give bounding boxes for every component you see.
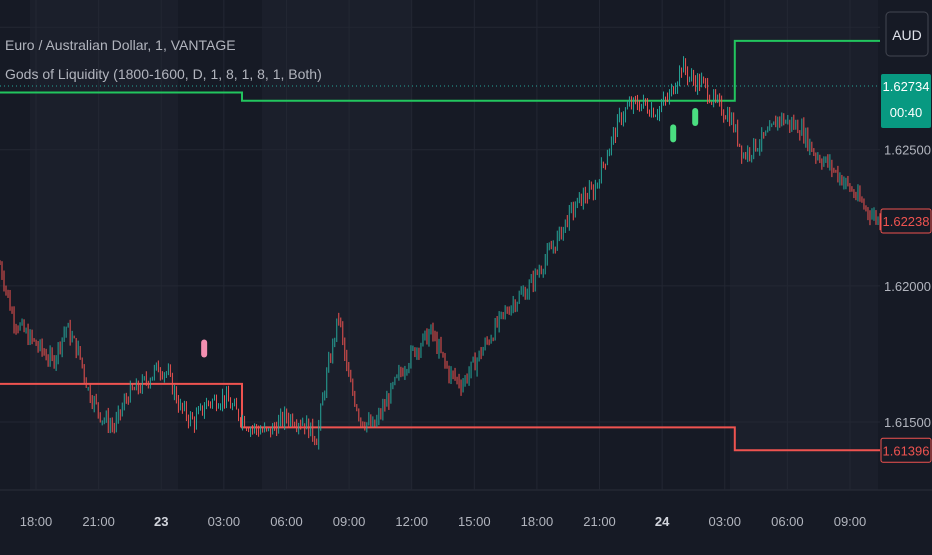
price-tick-label: 1.62500 [884, 143, 931, 158]
signal-marker [670, 124, 677, 143]
time-tick-label: 03:00 [708, 514, 741, 529]
price-tag-box [880, 208, 932, 234]
indicator-title[interactable]: Gods of Liquidity (1800-1600, D, 1, 8, 1… [5, 66, 322, 82]
time-scale: 18:00 21:00 23 03:00 06:00 09:00 12:00 15:00 18:… [20, 514, 867, 529]
price-tag-label: 1.61396 [883, 443, 930, 458]
last-price-badge: 1.62734 00:40 [881, 74, 931, 129]
bar-countdown: 00:40 [890, 105, 923, 120]
signal-marker [692, 108, 699, 127]
time-tick-label: 03:00 [208, 514, 241, 529]
time-tick-label: 06:00 [270, 514, 303, 529]
time-tick-label: 12:00 [395, 514, 428, 529]
time-tick-label: 09:00 [834, 514, 867, 529]
signal-markers [201, 108, 699, 358]
price-series [0, 56, 881, 450]
price-tag-label: 1.62238 [883, 214, 930, 229]
time-tick-label: 06:00 [771, 514, 804, 529]
time-tick-label: 09:00 [333, 514, 366, 529]
price-tag-box [880, 437, 932, 463]
last-price-value: 1.62734 [883, 79, 930, 94]
liquidity-level-lower [0, 382, 880, 452]
session-shade [262, 0, 412, 490]
session-shade [730, 0, 880, 490]
time-tick-label: 21:00 [583, 514, 616, 529]
price-tags: 1.62238 1.61396 [880, 208, 932, 463]
session-shade [30, 0, 178, 490]
currency-label: AUD [892, 27, 922, 43]
liquidity-levels [0, 39, 880, 452]
time-tick-label: 18:00 [521, 514, 554, 529]
time-tick-label: 21:00 [82, 514, 115, 529]
grid-lines [0, 0, 880, 490]
time-tick-label: 23 [154, 514, 168, 529]
time-tick-label: 18:00 [20, 514, 53, 529]
price-scale: 1.62500 1.62000 1.61500 [884, 143, 931, 430]
liquidity-level-upper [0, 39, 880, 102]
price-tick-label: 1.62000 [884, 279, 931, 294]
signal-marker [201, 339, 208, 358]
time-tick-label: 15:00 [458, 514, 491, 529]
currency-button[interactable]: AUD [885, 11, 929, 57]
price-tick-label: 1.61500 [884, 415, 931, 430]
symbol-title[interactable]: Euro / Australian Dollar, 1, VANTAGE [5, 37, 236, 53]
time-tick-label: 24 [655, 514, 670, 529]
